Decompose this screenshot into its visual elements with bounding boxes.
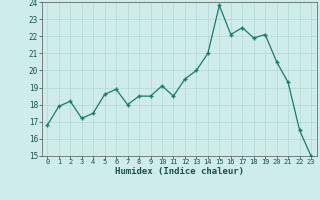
X-axis label: Humidex (Indice chaleur): Humidex (Indice chaleur) bbox=[115, 167, 244, 176]
